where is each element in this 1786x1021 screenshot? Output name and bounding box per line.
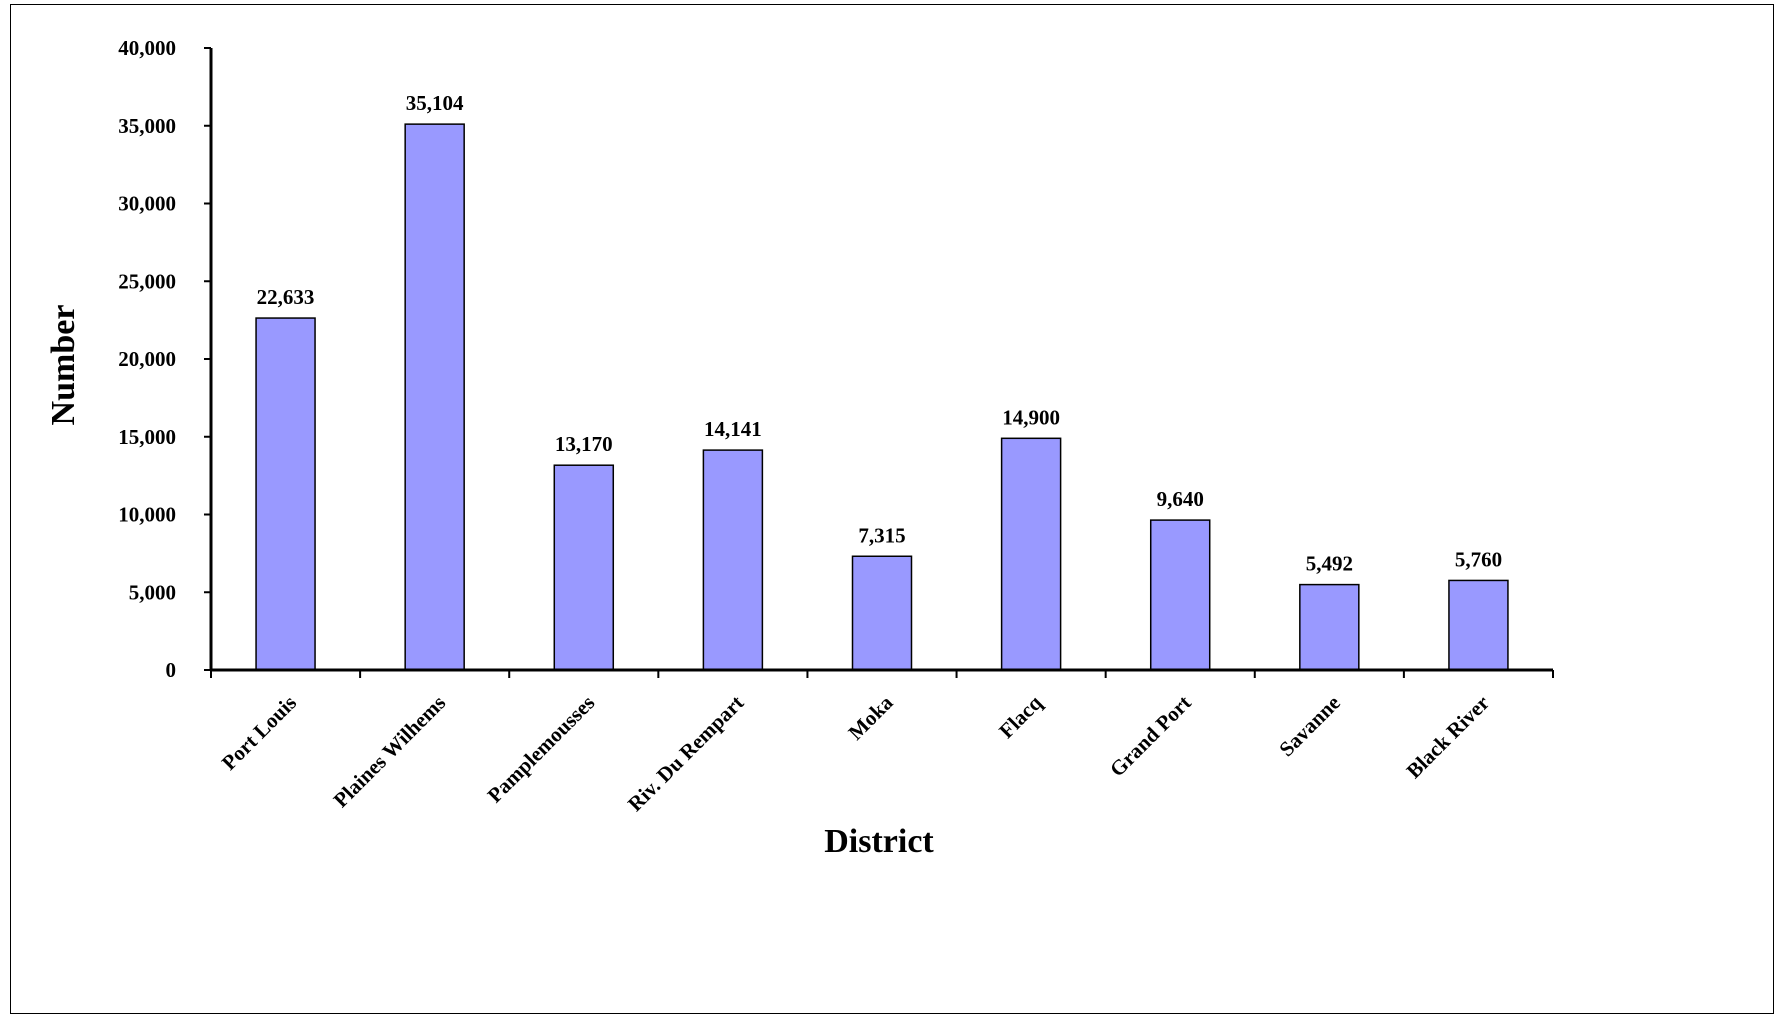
bar (851, 555, 913, 671)
y-tick-label: 35,000 (118, 114, 176, 138)
data-label: 35,104 (406, 91, 464, 115)
data-label: 22,633 (257, 285, 315, 309)
y-axis-ticks: 0 5,000 10,000 15,000 20,000 25,000 30,000 35,0… (118, 36, 211, 682)
data-label: 13,170 (555, 432, 613, 456)
bar (1000, 437, 1062, 671)
data-label: 5,492 (1306, 552, 1353, 576)
bar (1448, 579, 1509, 671)
bar-chart: 0 5,000 10,000 15,000 20,000 25,000 30,000 35,0… (45, 36, 1554, 860)
bar (1149, 519, 1211, 671)
bar (255, 317, 316, 671)
data-label: 5,760 (1455, 547, 1502, 571)
x-axis-ticks: Port Louis Plaines Wilhems Pamplemousses Ri… (210, 670, 1554, 816)
y-tick-label: 20,000 (118, 347, 176, 371)
bar (1299, 583, 1360, 671)
x-tick-label: Port Louis (217, 691, 301, 775)
data-label: 7,315 (858, 523, 905, 547)
y-tick-label: 25,000 (118, 269, 176, 293)
data-label: 14,900 (1002, 405, 1060, 429)
y-tick-label: 40,000 (118, 36, 176, 60)
y-axis-title: Number (45, 305, 82, 426)
y-tick-label: 0 (166, 658, 177, 682)
x-tick-label: Flacq (994, 690, 1047, 743)
bar (702, 449, 764, 671)
bar (553, 464, 615, 671)
y-tick-label: 10,000 (118, 503, 176, 527)
y-tick-label: 5,000 (129, 580, 176, 604)
y-tick-label: 15,000 (118, 425, 176, 449)
x-tick-label: Pamplemousses (483, 691, 600, 808)
x-tick-label: Grand Port (1105, 691, 1196, 782)
x-tick-label: Riv. Du Rempart (623, 691, 748, 816)
x-tick-label: Savanne (1274, 691, 1345, 762)
x-tick-label: Moka (843, 690, 897, 744)
data-label: 14,141 (704, 417, 762, 441)
data-label: 9,640 (1157, 487, 1204, 511)
y-tick-label: 30,000 (118, 192, 176, 216)
x-tick-label: Plaines Wilhems (329, 691, 451, 813)
x-axis-title: District (824, 823, 934, 860)
chart-frame: 0 5,000 10,000 15,000 20,000 25,000 30,000 35,0… (10, 4, 1774, 1014)
x-tick-label: Black River (1402, 691, 1494, 783)
bars: 22,633 35,104 13,170 14,141 7,315 14,900 9,640… (255, 91, 1509, 671)
bar (404, 123, 465, 671)
